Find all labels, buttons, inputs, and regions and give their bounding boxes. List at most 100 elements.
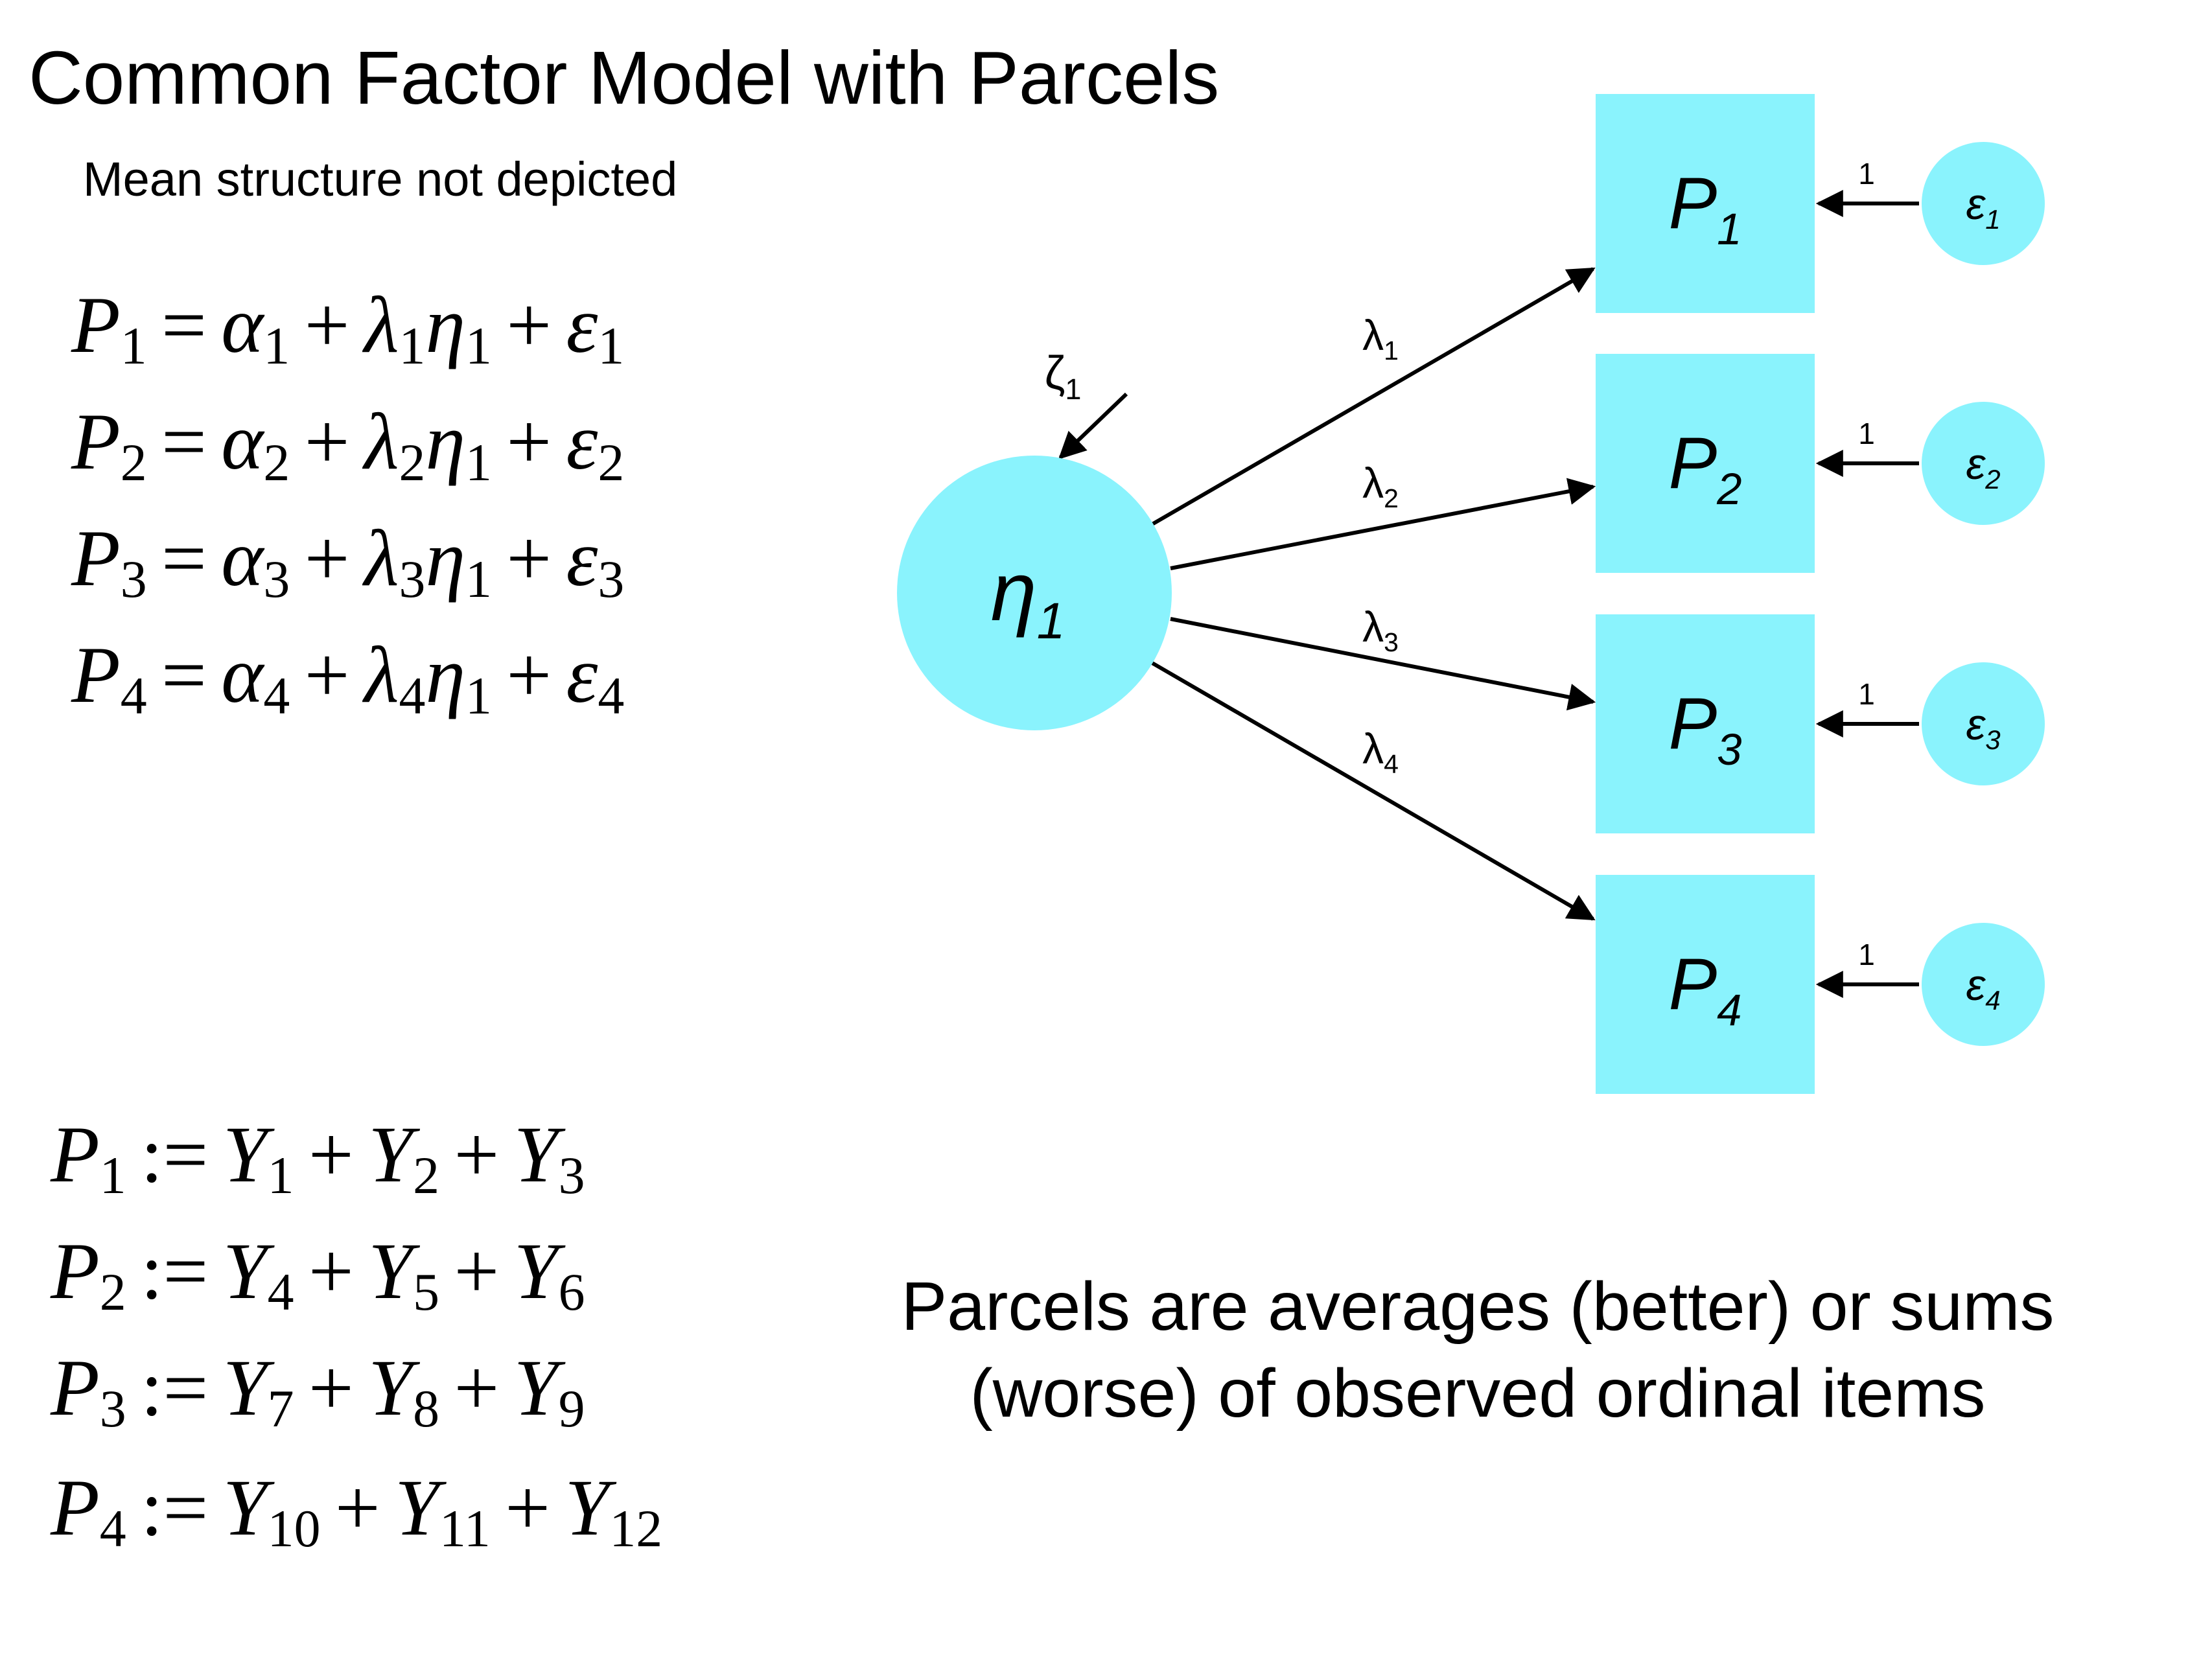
math-subscript: 4	[120, 666, 147, 725]
measurement-equation: P1 = α1 + λ1η1 + ε1	[71, 285, 624, 373]
math-symbol: ε	[566, 397, 598, 486]
math-subscript: 5	[413, 1262, 440, 1321]
error-path-value-2: 1	[1858, 417, 1875, 450]
math-symbol: λ	[364, 281, 399, 369]
math-operator: +	[454, 1110, 500, 1199]
math-symbol: P	[51, 1343, 100, 1432]
math-subscript: 4	[263, 666, 290, 725]
error-term-2	[1922, 402, 2045, 525]
measurement-equation: P4 = α4 + λ4η1 + ε4	[71, 635, 624, 723]
math-symbol: η	[425, 631, 465, 719]
subtitle: Mean structure not depicted	[83, 152, 678, 206]
math-symbol: η	[425, 281, 465, 369]
math-subscript: 6	[558, 1262, 585, 1321]
parcel-box-3	[1596, 614, 1815, 833]
math-subscript: 2	[99, 1262, 126, 1321]
math-symbol: α	[221, 631, 264, 719]
error-label-1: ε1	[1966, 180, 2000, 235]
math-operator: :=	[140, 1343, 209, 1432]
math-subscript: 11	[439, 1499, 491, 1558]
math-subscript: 1	[267, 1146, 294, 1205]
math-symbol: α	[221, 514, 264, 603]
math-subscript: 1	[399, 316, 426, 375]
math-symbol: Y	[513, 1110, 559, 1199]
math-subscript: 3	[263, 550, 290, 609]
math-subscript: 3	[399, 550, 426, 609]
math-symbol: η	[425, 514, 465, 603]
math-subscript: 4	[99, 1499, 126, 1558]
math-symbol: λ	[364, 514, 399, 603]
math-operator: +	[506, 514, 552, 603]
path-arrows	[1058, 190, 1919, 998]
math-operator: +	[505, 1463, 551, 1552]
loading-arrow-4	[1150, 660, 1596, 921]
math-subscript: 12	[609, 1499, 663, 1558]
math-operator: +	[304, 397, 350, 486]
math-symbol: P	[51, 1463, 100, 1552]
parcel-box-4	[1596, 875, 1815, 1094]
math-subscript: 1	[465, 550, 492, 609]
math-subscript: 2	[399, 433, 426, 492]
math-subscript: 1	[263, 316, 290, 375]
math-symbol: Y	[368, 1110, 413, 1199]
math-subscript: 8	[413, 1379, 440, 1438]
math-symbol: η	[425, 397, 465, 486]
math-subscript: 3	[598, 550, 625, 609]
math-operator: =	[161, 281, 207, 369]
parcel-definition: P3:= Y7 + Y8 + Y9	[51, 1348, 585, 1435]
math-operator: +	[506, 281, 552, 369]
loading-label-1: λ1	[1362, 311, 1399, 365]
math-operator: +	[506, 631, 552, 719]
page-title: Common Factor Model with Parcels	[29, 36, 1220, 120]
math-operator: +	[304, 281, 350, 369]
math-operator: =	[161, 631, 207, 719]
error-term-1	[1922, 142, 2045, 265]
math-subscript: 1	[598, 316, 625, 375]
parcel-label-1: P1	[1668, 163, 1741, 254]
math-operator: +	[304, 631, 350, 719]
error-path-value-4: 1	[1858, 938, 1875, 971]
math-operator: :=	[140, 1110, 209, 1199]
error-label-2: ε2	[1966, 439, 2000, 494]
parcel-label-4: P4	[1668, 944, 1741, 1035]
math-symbol: λ	[364, 631, 399, 719]
parcels-note: Parcels are averages (better) or sums (w…	[901, 1268, 2055, 1432]
math-operator: +	[334, 1463, 380, 1552]
math-subscript: 7	[267, 1379, 294, 1438]
math-subscript: 1	[465, 666, 492, 725]
parcel-box-1	[1596, 94, 1815, 313]
math-operator: +	[308, 1343, 354, 1432]
math-symbol: ε	[566, 631, 598, 719]
math-subscript: 1	[120, 316, 147, 375]
math-symbol: P	[71, 514, 121, 603]
math-symbol: P	[71, 281, 121, 369]
math-symbol: P	[51, 1110, 100, 1199]
math-subscript: 3	[558, 1146, 585, 1205]
math-symbol: ε	[566, 514, 598, 603]
math-symbol: Y	[222, 1227, 268, 1316]
math-subscript: 1	[99, 1146, 126, 1205]
latent-factor-eta	[897, 456, 1172, 730]
math-symbol: P	[71, 631, 121, 719]
math-operator: +	[454, 1227, 500, 1316]
math-subscript: 4	[399, 666, 426, 725]
math-subscript: 3	[120, 550, 147, 609]
math-subscript: 1	[465, 433, 492, 492]
math-operator: +	[454, 1343, 500, 1432]
math-symbol: Y	[565, 1463, 610, 1552]
parcel-definition: P1:= Y1 + Y2 + Y3	[51, 1115, 585, 1202]
math-operator: +	[308, 1227, 354, 1316]
math-operator: :=	[140, 1227, 209, 1316]
math-subscript: 2	[598, 433, 625, 492]
parcel-box-2	[1596, 354, 1815, 573]
math-operator: =	[161, 514, 207, 603]
math-operator: =	[161, 397, 207, 486]
math-operator: +	[304, 514, 350, 603]
math-symbol: Y	[222, 1463, 268, 1552]
parcel-definition: P2:= Y4 + Y5 + Y6	[51, 1231, 585, 1319]
diagram-labels: η1 ζ1 P1 λ1 ε1 1 P2 λ2 ε2 1 P3 λ3 ε3 1 P4 λ4 ε4 1	[991, 157, 2001, 1035]
math-subscript: 4	[598, 666, 625, 725]
latent-factor-label: η1	[991, 546, 1065, 649]
disturbance-label: ζ1	[1045, 347, 1082, 406]
